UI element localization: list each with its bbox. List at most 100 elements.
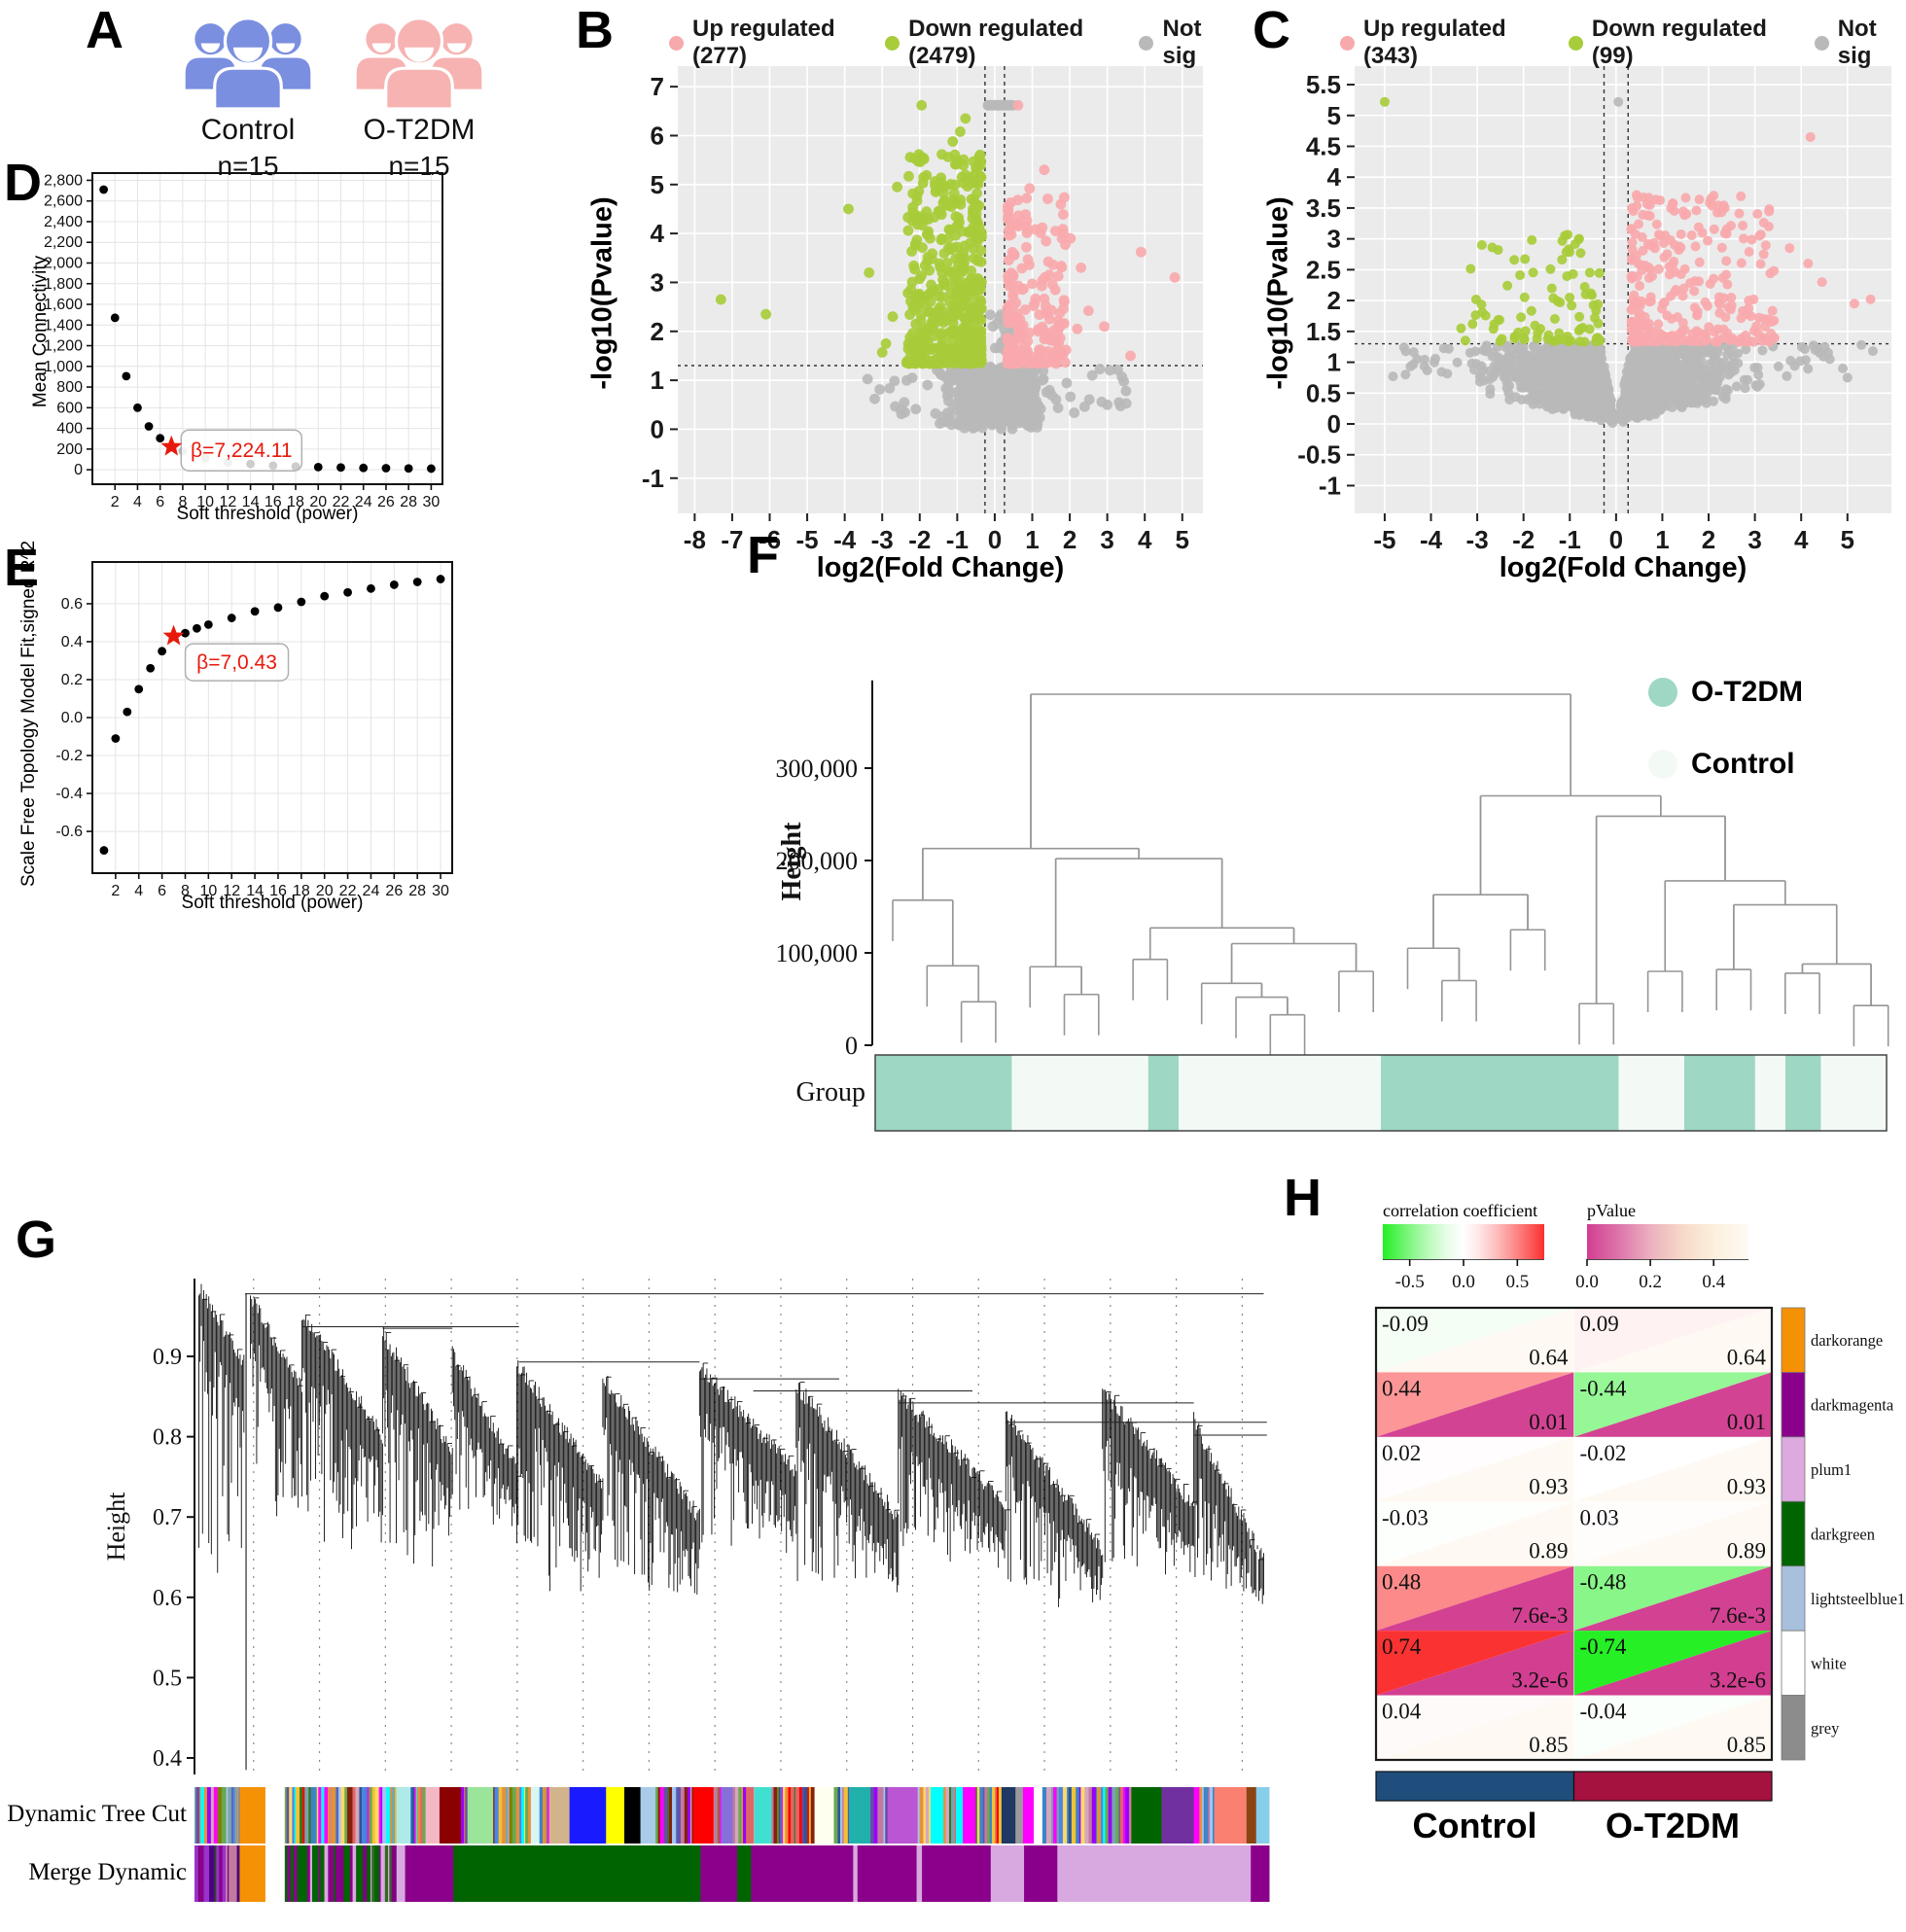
- dynamic-tree-cut-bar: [194, 1787, 1270, 1844]
- volcano-points-notsig: [1388, 96, 1878, 429]
- svg-text:14: 14: [242, 494, 260, 510]
- svg-text:20: 20: [309, 494, 327, 510]
- control-trait-bar: [1375, 1771, 1575, 1802]
- svg-text:0: 0: [1327, 409, 1341, 439]
- volcano-c-legend: Up regulated (343) Down regulated (99) N…: [1340, 16, 1906, 70]
- svg-text:0.5: 0.5: [1306, 378, 1341, 407]
- svg-text:8: 8: [178, 494, 187, 510]
- svg-text:0: 0: [988, 525, 1002, 554]
- panel-label-c: C: [1253, 1, 1290, 59]
- svg-text:6: 6: [158, 883, 166, 899]
- svg-text:3.5: 3.5: [1306, 193, 1341, 223]
- svg-text:1: 1: [1655, 525, 1669, 554]
- svg-text:2: 2: [1327, 286, 1341, 315]
- not-sig-label: Not sig: [1162, 16, 1202, 69]
- svg-text:16: 16: [269, 883, 287, 899]
- svg-text:-1: -1: [1559, 525, 1581, 554]
- svg-text:200,000: 200,000: [776, 847, 859, 875]
- panel-label-b: B: [576, 1, 614, 59]
- svg-text:22: 22: [339, 883, 357, 899]
- ot2dm-group-icon: [356, 17, 482, 111]
- svg-text:-3: -3: [1466, 525, 1489, 554]
- gene-dendrogram-ylabel: Height: [102, 1492, 130, 1562]
- svg-text:0.6: 0.6: [153, 1586, 182, 1611]
- svg-text:4: 4: [1138, 525, 1152, 554]
- svg-text:1,400: 1,400: [44, 317, 83, 334]
- corr-legend-title: correlation coefficient: [1383, 1201, 1538, 1220]
- svg-text:-1: -1: [946, 525, 969, 554]
- control-legend-label: Control: [1691, 748, 1795, 780]
- up-regulated-label: Up regulated (343): [1363, 16, 1506, 69]
- svg-text:20: 20: [316, 883, 334, 899]
- not-sig-dot: [1139, 35, 1154, 51]
- svg-text:-0.4: -0.4: [55, 786, 83, 802]
- svg-text:100,000: 100,000: [776, 939, 859, 967]
- svg-text:0.4: 0.4: [153, 1746, 182, 1772]
- volcano-c-plot: -5 -4 -3 -2 -1 0 1 2 3 4 5-1-0.500.511.522.533.544…: [1297, 66, 1891, 554]
- svg-text:24: 24: [363, 883, 380, 899]
- panel-g-gene-dendrogram: 0.4 0.5 0.6 0.7 0.8 0.9 G Height Dynamic Tree…: [0, 1206, 1303, 1932]
- module-trait-heatmap: -0.5 0.0 0.5 0.0 0.2 0.4-0.090.640.090.640.44…: [1374, 1258, 1905, 1802]
- svg-text:1,800: 1,800: [44, 276, 83, 293]
- down-regulated-dot: [1568, 35, 1583, 51]
- svg-text:2: 2: [1702, 525, 1715, 554]
- beta-annotation-box: [184, 643, 290, 682]
- group-color-bar: [874, 1054, 1888, 1132]
- dynamic-tree-cut-label: Dynamic Tree Cut: [7, 1801, 187, 1827]
- svg-text:8: 8: [181, 883, 190, 899]
- svg-text:28: 28: [408, 883, 426, 899]
- scale-free-plot: 2 4 6 8 10 12 14 16 18 20 22 24 26 28 30-0.6-0.4-0.20.…: [55, 561, 453, 899]
- not-sig-label: Not sig: [1837, 16, 1877, 69]
- connectivity-plot: 2 4 6 8 10 12 14 16 18 20 22 24 26 28 3002004006008001…: [44, 172, 443, 510]
- corr-legend-gradient: [1383, 1224, 1544, 1259]
- control-column-label: Control: [1412, 1806, 1537, 1845]
- svg-text:200: 200: [56, 441, 83, 458]
- up-regulated-dot: [669, 35, 684, 51]
- svg-text:12: 12: [223, 883, 240, 899]
- volcano-b-legend: Up regulated (277) Down regulated (2479)…: [669, 16, 1225, 70]
- svg-text:7: 7: [651, 72, 664, 101]
- svg-text:3: 3: [1100, 525, 1113, 554]
- scale-free-xlabel: Soft threshold (power): [181, 893, 364, 913]
- svg-text:-1: -1: [642, 464, 664, 493]
- svg-text:-4: -4: [833, 525, 857, 554]
- ot2dm-legend-label: O-T2DM: [1691, 676, 1803, 708]
- svg-text:2,800: 2,800: [44, 172, 83, 189]
- svg-text:24: 24: [355, 494, 372, 510]
- panel-a: A Control n=15: [58, 0, 506, 209]
- sample-dendrogram-legend: O-T2DM Control: [1648, 676, 1803, 781]
- panel-label-h: H: [1284, 1169, 1322, 1227]
- svg-text:4: 4: [1794, 525, 1809, 554]
- up-regulated-label: Up regulated (277): [692, 16, 835, 69]
- svg-text:600: 600: [56, 400, 83, 416]
- svg-text:2.5: 2.5: [1306, 255, 1341, 284]
- volcano-points-down: [715, 99, 987, 369]
- svg-text:-8: -8: [684, 525, 706, 554]
- svg-text:0.5: 0.5: [153, 1666, 182, 1691]
- module-color-bar: [1781, 1307, 1806, 1761]
- scale-free-ylabel: Scale Free Topology Model Fit,signed R^2: [18, 540, 39, 888]
- ot2dm-legend-dot: [1648, 678, 1677, 707]
- down-regulated-dot: [885, 35, 900, 51]
- sample-dendrogram-plot: 0 100,000 200,000 300,000: [776, 680, 1889, 1132]
- svg-text:-5: -5: [796, 525, 819, 554]
- merge-dynamic-label: Merge Dynamic: [28, 1859, 187, 1885]
- volcano-c-xlabel: log2(Fold Change): [1499, 552, 1747, 583]
- cohort-n-ot2dm: n=15: [388, 151, 450, 181]
- svg-text:-6: -6: [759, 525, 781, 554]
- svg-text:β=7,0.43: β=7,0.43: [196, 651, 277, 674]
- svg-text:26: 26: [385, 883, 403, 899]
- ot2dm-trait-bar: [1572, 1771, 1773, 1802]
- svg-text:6: 6: [156, 494, 164, 510]
- svg-text:4: 4: [133, 494, 142, 510]
- control-group-icon: [185, 17, 311, 111]
- svg-text:0: 0: [845, 1032, 858, 1060]
- svg-text:800: 800: [56, 379, 83, 396]
- svg-text:-5: -5: [1373, 525, 1395, 554]
- volcano-b-ylabel: -log10(Pvalue): [586, 196, 618, 390]
- svg-text:0: 0: [651, 414, 664, 443]
- svg-text:2: 2: [111, 494, 120, 510]
- svg-text:1,000: 1,000: [44, 359, 83, 375]
- panel-label-g: G: [16, 1211, 57, 1269]
